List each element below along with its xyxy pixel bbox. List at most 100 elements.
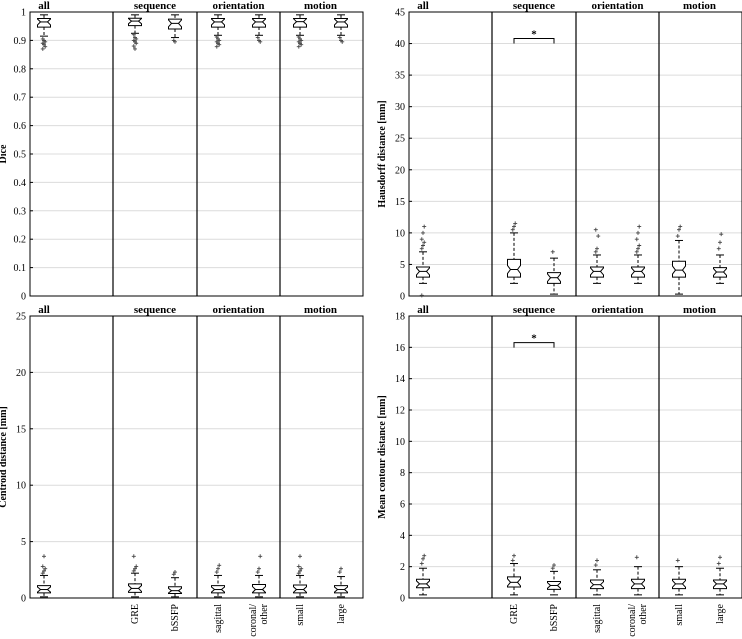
- outlier-marker: [216, 566, 220, 571]
- box-body: [416, 266, 430, 278]
- box-bssfp: [168, 14, 182, 44]
- outlier-marker: [43, 44, 48, 49]
- outlier-marker: [593, 227, 598, 232]
- outlier-marker: [40, 564, 45, 569]
- outlier-marker: [422, 240, 427, 245]
- box-large: [713, 555, 727, 596]
- outlier-marker: [718, 555, 722, 560]
- category-label-line: small: [295, 604, 306, 626]
- outlier-marker: [419, 561, 424, 566]
- outlier-marker: [596, 234, 601, 239]
- y-tick-label: 0.2: [14, 235, 27, 246]
- outlier-marker: [43, 566, 48, 571]
- box-coronal-other: [631, 555, 645, 596]
- y-tick-label: 0.5: [14, 150, 27, 161]
- outlier-marker: [299, 42, 304, 47]
- category-label: large: [715, 603, 726, 623]
- y-tick-label: 0: [21, 594, 26, 605]
- outlier-marker: [131, 44, 136, 49]
- outlier-marker: [634, 249, 639, 254]
- box-bssfp: [547, 563, 561, 596]
- box-all: [37, 14, 51, 51]
- y-tick-label: 10: [395, 437, 405, 448]
- box-body: [168, 586, 182, 594]
- category-label-line: coronal/: [248, 604, 259, 637]
- outlier-marker: [718, 240, 722, 245]
- outlier-marker: [419, 293, 424, 298]
- outlier-marker: [421, 243, 425, 248]
- outlier-marker: [171, 572, 176, 577]
- outlier-marker: [550, 566, 555, 571]
- group-label: all: [38, 0, 50, 12]
- y-tick-label: 0.8: [14, 64, 27, 75]
- y-tick-label: 2: [400, 562, 405, 573]
- outlier-marker: [133, 46, 137, 51]
- outlier-marker: [299, 38, 304, 43]
- y-tick-label: 20: [395, 165, 405, 176]
- y-tick-label: 0.3: [14, 206, 27, 217]
- y-tick-label: 5: [400, 260, 405, 271]
- category-label: small: [295, 604, 306, 626]
- outlier-marker: [637, 224, 642, 229]
- box-body: [334, 18, 348, 28]
- box-body: [252, 584, 266, 594]
- group-label: sequence: [513, 0, 555, 12]
- y-tick-label: 20: [16, 368, 26, 379]
- outlier-marker: [593, 249, 598, 254]
- category-label: bSSFP: [549, 604, 560, 632]
- category-label-line: small: [674, 604, 685, 626]
- outlier-marker: [42, 568, 46, 573]
- outlier-marker: [217, 563, 222, 568]
- y-tick-label: 0: [400, 292, 405, 303]
- outlier-marker: [510, 227, 515, 232]
- y-tick-label: 0.1: [14, 263, 27, 274]
- y-tick-label: 10: [395, 228, 405, 239]
- y-tick-label: 35: [395, 71, 405, 82]
- outlier-marker: [421, 230, 425, 235]
- outlier-marker: [131, 568, 136, 573]
- category-label-line: bSSFP: [549, 604, 560, 632]
- y-tick-label: 1: [21, 8, 26, 19]
- box-coronal-other: [631, 224, 645, 284]
- outlier-marker: [258, 554, 263, 559]
- y-tick-label: 5: [21, 537, 26, 548]
- outlier-marker: [637, 243, 642, 248]
- outlier-marker: [421, 556, 425, 561]
- outlier-marker: [173, 39, 177, 44]
- category-label: sagittal: [213, 604, 224, 633]
- box-small: [293, 554, 307, 598]
- chart-panel-4: 0 2 4 6 8 10 12 14 16 18 Mean contour distance [mm…: [377, 304, 742, 637]
- significance-bracket: [513, 38, 555, 44]
- y-tick-label: 15: [395, 197, 405, 208]
- category-label: GRE: [509, 604, 520, 624]
- y-tick-label: 6: [400, 500, 405, 511]
- y-tick-label: 0: [21, 292, 26, 303]
- group-label: motion: [683, 304, 716, 316]
- y-tick-label: 25: [395, 134, 405, 145]
- box-body: [507, 258, 521, 278]
- outlier-marker: [296, 44, 301, 49]
- box-body: [128, 17, 142, 27]
- category-label-line: sagittal: [592, 604, 603, 633]
- box-small: [293, 14, 307, 49]
- category-label-line: sagittal: [213, 604, 224, 633]
- y-axis-label: Mean contour distance [mm]: [377, 395, 388, 518]
- box-gre: [507, 221, 521, 284]
- y-tick-label: 40: [395, 39, 405, 50]
- chart-panel-3: 0 5 10 15 20 25 Centroid distance [mm] all seque…: [0, 304, 364, 637]
- box-sagittal: [211, 563, 225, 598]
- outlier-marker: [133, 566, 137, 571]
- outlier-marker: [40, 46, 45, 51]
- outlier-marker: [217, 42, 222, 47]
- category-label: coronal/other: [627, 603, 649, 636]
- y-tick-label: 45: [395, 8, 405, 19]
- box-body: [672, 260, 686, 278]
- outlier-marker: [337, 35, 342, 40]
- box-sagittal: [590, 558, 604, 596]
- outlier-marker: [131, 554, 136, 559]
- y-tick-label: 0: [400, 594, 405, 605]
- group-label: sequence: [134, 0, 176, 12]
- box-all: [416, 224, 430, 298]
- outlier-marker: [595, 246, 599, 251]
